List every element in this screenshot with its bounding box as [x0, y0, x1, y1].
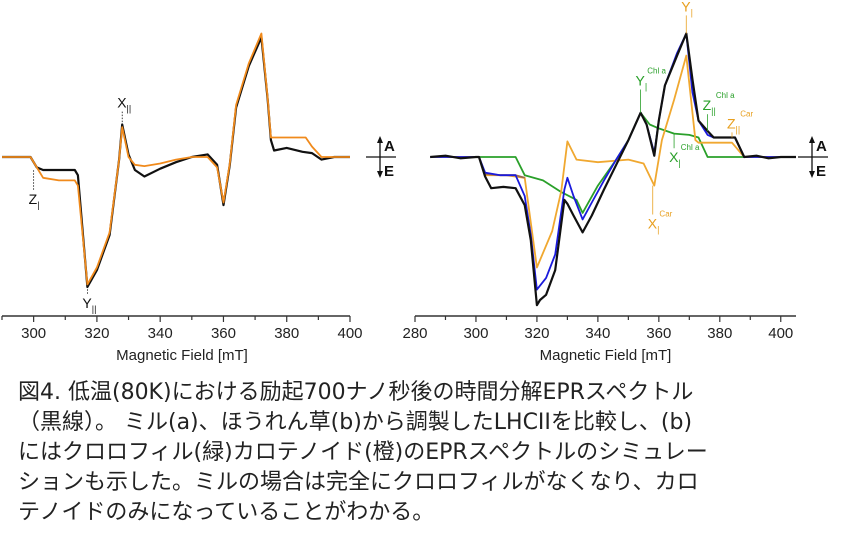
peak-label-axis: X — [669, 149, 679, 165]
series-orange-carotenoid-sim — [430, 54, 781, 269]
peak-label-superscript: Car — [740, 109, 753, 118]
x-tick-label: 320 — [524, 325, 549, 342]
x-tick-label: 380 — [274, 325, 299, 342]
arrow-down-icon — [809, 171, 815, 178]
x-axis-title: Magnetic Field [mT] — [540, 347, 672, 364]
x-tick-label: 280 — [402, 325, 427, 342]
absorption-label: A — [816, 138, 827, 155]
peak-label-axis: X — [648, 216, 658, 232]
x-tick-label: 360 — [211, 325, 236, 342]
peak-label-subscript: || — [736, 124, 741, 134]
peak-label-superscript: Chl a — [681, 143, 700, 152]
x-tick-label: 400 — [337, 325, 362, 342]
peak-label: Z|| Car — [727, 109, 753, 134]
peak-label: X|Car — [648, 210, 673, 235]
caption-line: にはクロロフィル(緑)カロテノイド(橙)のEPRスペクトルのシミュレー — [18, 440, 708, 465]
peak-label-axis: Y — [681, 0, 691, 14]
emission-label: E — [384, 163, 394, 180]
series-simulation — [2, 32, 350, 286]
peak-label-axis: X — [117, 95, 127, 111]
peak-label-superscript: Chl a — [716, 91, 735, 100]
peak-label: X|| — [117, 95, 131, 114]
chart-panel-b: 280 300 320 340 360 380 400 Magnetic Field [mT]… — [402, 0, 828, 364]
peak-label: Z| — [29, 191, 40, 210]
peak-label-subscript: | — [657, 225, 659, 235]
arrow-down-icon — [377, 171, 383, 178]
x-tick-label: 380 — [707, 325, 732, 342]
peak-label: X|Chl a — [669, 143, 700, 168]
peak-label-axis: Z — [703, 97, 712, 113]
peak-label-axis: Y — [82, 295, 92, 311]
x-tick-label: 340 — [148, 325, 173, 342]
peak-label-axis: Y — [636, 73, 646, 89]
peak-label: Z||Chl a — [703, 91, 735, 116]
peak-label-superscript: Chl a — [647, 67, 666, 76]
peak-label: Y| Car — [681, 0, 706, 17]
x-tick-label: 300 — [463, 325, 488, 342]
figure-caption: 図4. 低温(80K)における励起700ナノ秒後の時間分解EPRスペクトル （黒… — [18, 378, 838, 528]
x-tick-label: 320 — [84, 325, 109, 342]
peak-label-subscript: || — [92, 304, 97, 314]
peak-label-subscript: | — [678, 158, 680, 168]
x-axis-title: Magnetic Field [mT] — [116, 347, 248, 364]
peak-label: Y|| — [82, 295, 96, 314]
caption-line: （黒線）。 ミル(a)、ほうれん草(b)から調製したLHCIIを比較し、(b) — [18, 410, 693, 435]
peak-label-superscript: Car — [693, 0, 706, 1]
peak-label-subscript: | — [37, 200, 39, 210]
series-experiment — [2, 36, 350, 289]
peak-label: Y|Chl a — [636, 67, 667, 92]
x-tick-label: 300 — [21, 325, 46, 342]
arrow-up-icon — [377, 136, 383, 143]
caption-line: テノイドのみになっていることがわかる。 — [18, 500, 435, 525]
x-tick-label: 360 — [646, 325, 671, 342]
arrow-up-icon — [809, 136, 815, 143]
x-tick-label: 340 — [585, 325, 610, 342]
peak-label-axis: Z — [727, 115, 736, 131]
emission-label: E — [816, 163, 826, 180]
peak-label-subscript: | — [691, 7, 693, 17]
absorption-label: A — [384, 138, 395, 155]
peak-label-superscript: Car — [659, 210, 672, 219]
caption-line: ションも示した。ミルの場合は完全にクロロフィルがなくなり、カロ — [18, 470, 699, 495]
peak-label-axis: Z — [29, 191, 38, 207]
caption-line: 図4. 低温(80K)における励起700ナノ秒後の時間分解EPRスペクトル — [18, 380, 694, 405]
peak-label-subscript: | — [645, 82, 647, 92]
peak-label-subscript: || — [127, 104, 132, 114]
peak-label-subscript: || — [711, 106, 716, 116]
x-tick-label: 400 — [768, 325, 793, 342]
series-black-experiment — [430, 32, 796, 307]
